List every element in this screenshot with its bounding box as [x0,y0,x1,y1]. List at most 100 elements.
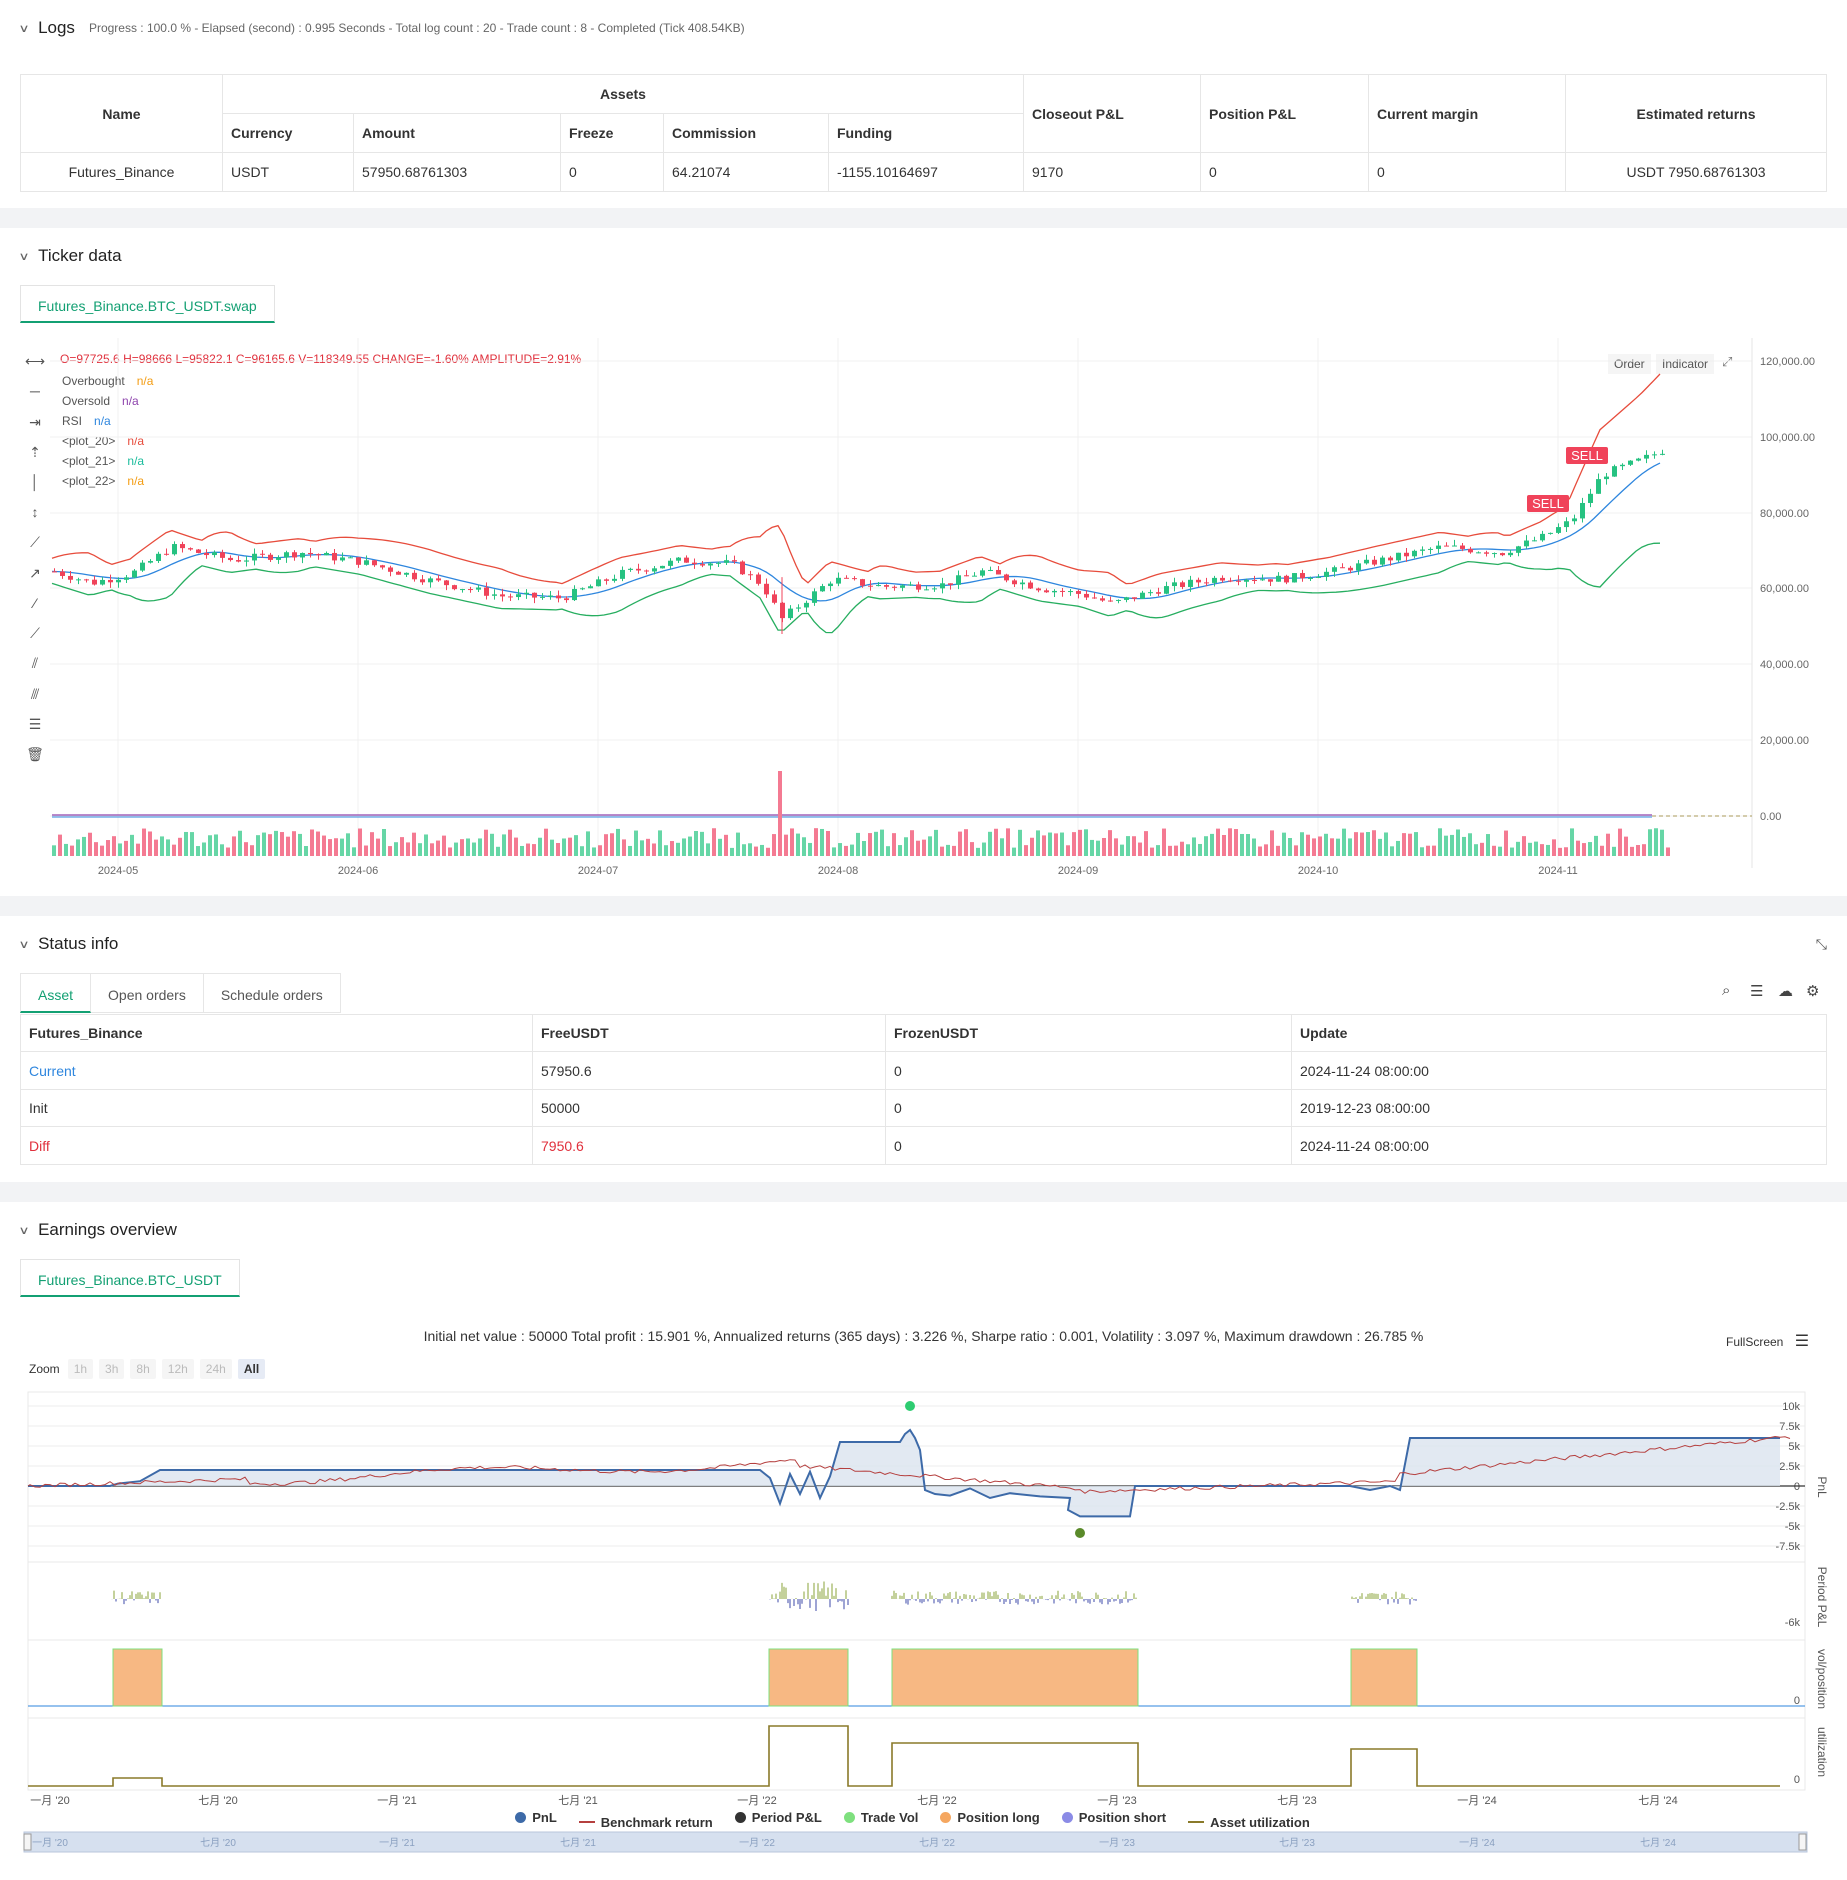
earnings-chart[interactable]: 10k 7.5k 5k 2.5k 0 -2.5k -5k -7.5k PnL -6k Period … [0,1202,1847,1880]
volume-bar [1162,828,1166,856]
fullscreen-button[interactable]: FullScreen ☰ [1726,1331,1809,1351]
volume-bar [1084,829,1088,856]
legend-item[interactable]: <plot_21> n/a [62,451,153,471]
candle-body [772,594,777,603]
legend-value: n/a [94,414,111,428]
candle-body [1004,574,1009,581]
chevron-down-icon[interactable]: ∨ [18,938,30,951]
volume-bar [748,843,752,856]
fib-retracement-icon[interactable]: ☰ [28,716,42,732]
legend-item[interactable]: Oversold n/a [62,391,153,411]
row-diff-update: 2024-11-24 08:00:00 [1291,1126,1827,1165]
volume-bar [1186,844,1190,856]
chevron-down-icon[interactable]: ∨ [18,1224,30,1237]
volume-bar [970,842,974,856]
zoom-8h[interactable]: 8h [130,1359,156,1379]
segment-icon[interactable]: ⁄ [33,595,37,611]
legend-item[interactable]: Overbought n/a [62,371,153,391]
candle-body [148,560,153,563]
status-header[interactable]: ∨ Status info [18,934,118,954]
candle-body [1252,579,1257,581]
candle-body [1340,567,1345,569]
cloud-download-icon[interactable]: ☁ [1778,983,1793,1000]
period-panel-frame [27,1561,1806,1641]
tab-ticker-symbol[interactable]: Futures_Binance.BTC_USDT.swap [20,285,275,323]
volume-bar [304,846,308,856]
candlestick-chart[interactable]: 120,000.00 100,000.00 80,000.00 60,000.00 40… [0,228,1847,896]
vertical-line-icon[interactable]: │ [30,474,40,490]
table-row: Init 50000 0 2019-12-23 08:00:00 [20,1089,1827,1127]
volume-bar [922,839,926,856]
candle-body [204,552,209,556]
order-button[interactable]: Order [1608,354,1651,374]
trend-line-icon[interactable]: ⟋ [30,534,40,550]
search-icon[interactable]: ⌕ [1722,982,1731,999]
volume-bar [1246,834,1250,856]
volume-bar [1066,845,1070,856]
indicator-button[interactable]: Indicator [1656,354,1715,374]
legend-item[interactable]: PnL [515,1810,557,1825]
menu-icon[interactable]: ☰ [1794,1333,1810,1350]
earnings-header[interactable]: ∨ Earnings overview [18,1220,177,1240]
volume-bar [730,847,734,856]
legend-item[interactable]: Benchmark return [578,1815,713,1830]
volume-bar [1108,830,1112,856]
tab-open-orders[interactable]: Open orders [91,973,204,1013]
gear-icon[interactable]: ⚙ [1806,983,1820,1000]
volume-bar [238,830,242,856]
trash-icon[interactable]: 🗑 [26,746,44,762]
tab-schedule-orders[interactable]: Schedule orders [203,973,341,1013]
volume-bar [838,843,842,856]
legend-item[interactable]: RSI n/a [62,411,153,431]
candle-body [996,569,1001,575]
legend-item[interactable]: Asset utilization [1188,1815,1310,1830]
tab-asset[interactable]: Asset [20,973,92,1013]
vertical-segment-icon[interactable]: ↕ [31,504,39,520]
candle-body [972,575,977,577]
zoom-3h[interactable]: 3h [99,1359,125,1379]
collapse-icon[interactable]: ⤡ [1815,936,1827,952]
row-current-label[interactable]: Current [20,1051,533,1090]
candle-body [500,594,505,597]
zoom-24h[interactable]: 24h [199,1359,232,1379]
legend-item[interactable]: <plot_20> n/a [62,431,153,451]
zoom-1h[interactable]: 1h [67,1359,94,1379]
volume-bar [502,834,506,856]
volume-bar [1618,828,1622,856]
volume-bar [1252,838,1256,856]
volume-bar [1030,837,1034,856]
tab-earnings-symbol[interactable]: Futures_Binance.BTC_USDT [20,1259,240,1297]
volume-bar [736,832,740,856]
legend-item[interactable]: Period P&L [734,1810,822,1825]
chevron-down-icon[interactable]: ∨ [18,22,30,35]
vertical-ray-icon[interactable]: ⇡ [29,444,41,460]
fib-lines-icon[interactable]: ⫻ [30,686,40,702]
cell-amount: 57950.68761303 [353,152,561,192]
th-name: Name [20,74,223,153]
zoom-12h[interactable]: 12h [161,1359,194,1379]
volume-bar [640,840,644,856]
util-axis-label: utilization [1815,1727,1829,1777]
legend-item[interactable]: Position short [1061,1810,1166,1825]
legend-label: Position long [957,1810,1040,1825]
ticker-header[interactable]: ∨ Ticker data [18,246,121,266]
volume-bar [244,842,248,856]
crosshair-icon[interactable]: ⟷ [24,353,46,369]
volume-bar [184,831,188,856]
volume-bar [1006,828,1010,856]
ray-line-icon[interactable]: ↗ [29,565,41,581]
horizontal-line-icon[interactable]: ─ [30,383,40,399]
price-line-icon[interactable]: ⟋ [30,625,40,641]
list-icon[interactable]: ☰ [1750,983,1764,1000]
legend-item[interactable]: <plot_22> n/a [62,471,153,491]
legend-item[interactable]: Trade Vol [843,1810,918,1825]
logs-header[interactable]: ∨ Logs Progress : 100.0 % - Elapsed (sec… [18,18,744,38]
volume-bar [1594,835,1598,856]
chevron-down-icon[interactable]: ∨ [18,250,30,263]
parallel-channel-icon[interactable]: ⫽ [31,655,39,671]
zoom-all[interactable]: All [237,1359,266,1379]
legend-item[interactable]: Position long [940,1810,1040,1825]
expand-icon[interactable]: ⤢ [1722,354,1733,369]
volume-bar [616,828,620,856]
horizontal-ray-icon[interactable]: ⇥ [29,414,41,430]
